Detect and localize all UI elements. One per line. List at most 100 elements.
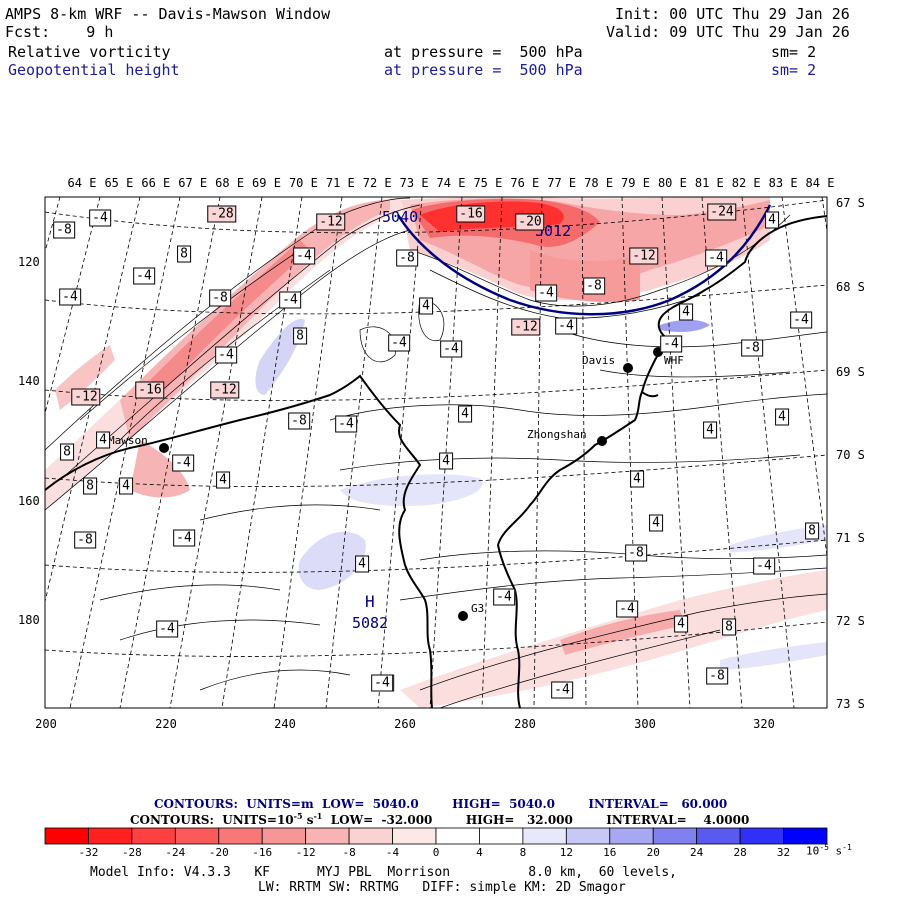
vorticity-contour-label: -4: [753, 557, 775, 575]
vorticity-contour-label: 4: [439, 452, 453, 470]
longitude-label: 74 E: [436, 176, 466, 190]
colorbar-tick: 12: [559, 846, 573, 859]
height-label-5040: 5040: [382, 208, 419, 226]
station-label-g3: G3: [471, 602, 485, 615]
vorticity-fill-negative: [530, 250, 640, 302]
colorbar-swatch: [44, 827, 89, 845]
high-value: 5082: [352, 614, 389, 632]
vorticity-contour-label: 4: [119, 477, 133, 495]
vorticity-contour-label: 4: [216, 471, 230, 489]
longitude-label: 75 E: [473, 176, 503, 190]
colorbar-tick: 24: [690, 846, 704, 859]
x-grid-label: 240: [274, 717, 296, 731]
vorticity-contour-label: 8: [722, 618, 736, 636]
colorbar-tick: 8: [519, 846, 527, 859]
latitude-label: 69 S: [836, 365, 865, 379]
longitude-label: 77 E: [547, 176, 577, 190]
model-info-line1: Model Info: V4.3.3 KF MYJ PBL Morrison 8…: [90, 865, 677, 880]
y-grid-label: 120: [18, 255, 40, 269]
longitude-label: 81 E: [694, 176, 724, 190]
vorticity-fill-negative: [55, 345, 115, 410]
x-grid-label: 300: [634, 717, 656, 731]
vorticity-fill-positive: [720, 642, 827, 670]
vorticity-contour-label: 4: [765, 211, 779, 229]
vorticity-contour-label: -4: [371, 674, 393, 692]
vorticity-contour-label: 4: [458, 405, 472, 423]
height-contour-5040: [396, 204, 772, 316]
colorbar-units: 10-5 s-1: [806, 843, 852, 858]
vorticity-contour-label: -8: [706, 667, 728, 685]
colorbar-tick: 32: [776, 846, 791, 859]
latitude-label: 73 S: [836, 697, 865, 711]
vorticity-fill-negative: [120, 200, 390, 440]
colorbar-swatch: [435, 827, 480, 845]
colorbar-tick: 28: [733, 846, 747, 859]
vorticity-contour-label: -12: [210, 381, 240, 399]
cb-units-base: 10: [806, 844, 820, 858]
colorbar-swatch: [522, 827, 567, 845]
vorticity-contour-label: 4: [630, 470, 644, 488]
vorticity-contour-label: -4: [790, 311, 812, 329]
station-label-whf: WHF: [664, 354, 684, 367]
vorticity-contour-label: -20: [515, 213, 545, 231]
field2-smoothing: sm= 2: [771, 61, 817, 79]
vorticity-contour-label: 8: [83, 477, 97, 495]
vorticity-contour-label: 4: [775, 408, 789, 426]
longitude-label: 84 E: [805, 176, 835, 190]
vorticity-contour-label: 8: [60, 443, 74, 461]
longitude-label: 65 E: [104, 176, 134, 190]
vorticity-contour-label: -4: [215, 346, 237, 364]
vorticity-contour-label: 8: [177, 245, 191, 263]
height-contour-legend: CONTOURS: UNITS=m LOW= 5040.0 HIGH= 5040…: [154, 797, 728, 811]
longitude-label: 73 E: [399, 176, 429, 190]
x-grid-label: 220: [155, 717, 177, 731]
legend-units-sexp: -1: [313, 811, 323, 821]
vorticity-contour-label: -4: [59, 288, 81, 306]
x-grid-label: 320: [753, 717, 775, 731]
vorticity-contours: [45, 197, 827, 708]
vorticity-contour-label: -12: [511, 318, 541, 336]
vorticity-fill-negative: [150, 240, 310, 390]
vorticity-contour-label: -8: [209, 289, 231, 307]
longitude-label: 76 E: [510, 176, 540, 190]
legend-units-s: s: [302, 813, 314, 827]
longitude-label: 83 E: [768, 176, 798, 190]
station-label-davis: Davis: [582, 354, 616, 367]
colorbar-tick: -32: [78, 846, 99, 859]
vorticity-contour-label: -4: [156, 620, 178, 638]
vorticity-fill-negative: [130, 440, 190, 498]
field2-name: Geopotential height: [8, 61, 180, 79]
longitude-label: 68 E: [215, 176, 245, 190]
vorticity-contour-label: 4: [419, 297, 433, 315]
colorbar-swatch: [392, 827, 437, 845]
latitude-label: 72 S: [836, 614, 865, 628]
x-grid-label: 260: [394, 717, 416, 731]
vorticity-contour-label: -24: [707, 203, 737, 221]
vorticity-contour-label: -4: [551, 681, 573, 699]
vorticity-contour-label: -16: [456, 205, 486, 223]
y-grid-label: 180: [18, 613, 40, 627]
vorticity-contour-label: -8: [288, 412, 310, 430]
vorticity-contour-label: -8: [625, 544, 647, 562]
field1-smoothing: sm= 2: [771, 43, 817, 61]
latitude-label: 70 S: [836, 448, 865, 462]
vorticity-contour-label: -4: [335, 415, 357, 433]
vorticity-contour-label: -4: [133, 267, 155, 285]
longitude-label: 79 E: [621, 176, 650, 190]
longitude-label: 78 E: [584, 176, 614, 190]
vorticity-contour-label: -4: [616, 600, 638, 618]
colorbar-tick: 16: [603, 846, 617, 859]
colorbar-tick: -20: [208, 846, 229, 859]
vorticity-contour-label: -4: [89, 209, 111, 227]
colorbar-tick: -4: [385, 846, 400, 859]
vorticity-contour-label: -4: [388, 334, 410, 352]
longitude-label: 66 E: [141, 176, 171, 190]
plot-frame: [44, 196, 828, 709]
vorticity-fill-positive: [660, 319, 710, 333]
vorticity-contour-label: 4: [679, 303, 693, 321]
vorticity-contour-label: -8: [741, 339, 763, 357]
colorbar-swatch: [739, 827, 784, 845]
x-grid-label: 200: [35, 717, 57, 731]
colorbar-swatch: [305, 827, 350, 845]
vorticity-fill-positive: [298, 531, 366, 590]
